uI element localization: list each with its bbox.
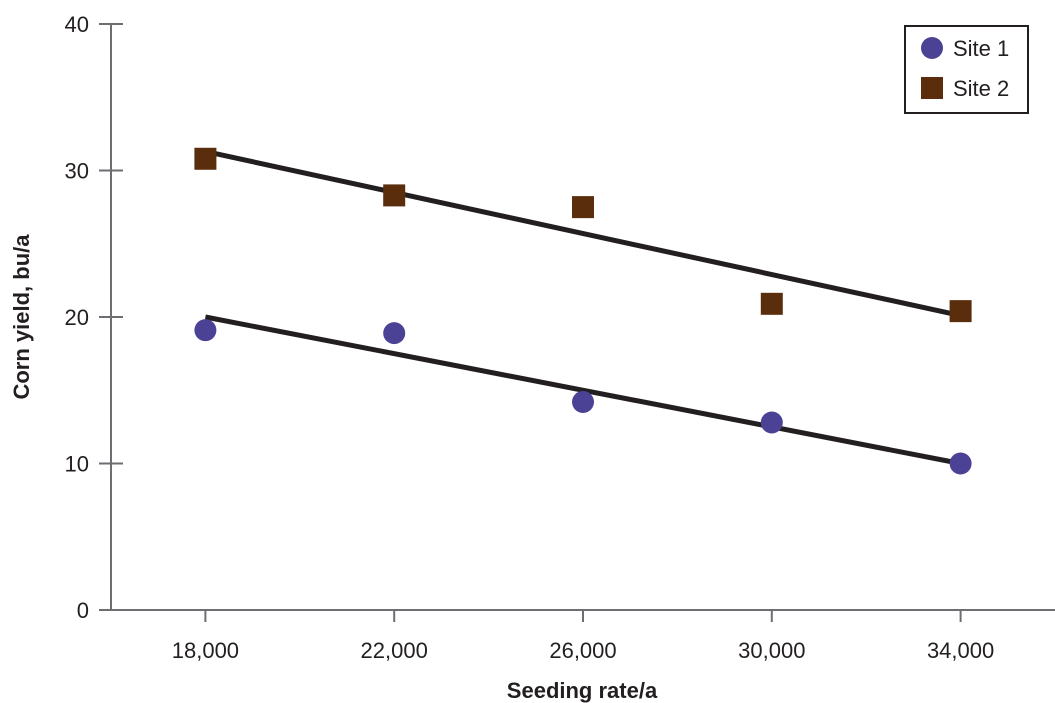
axes: 0 10 20 30 40 18,000 22,000 26,000 30,000 34,000 xyxy=(65,12,1055,663)
trendline-site-1 xyxy=(204,314,962,466)
x-tick-label: 34,000 xyxy=(927,638,994,663)
y-axis-title: Corn yield, bu/a xyxy=(9,234,34,400)
point-site-1 xyxy=(760,411,783,434)
x-tick-label: 26,000 xyxy=(549,638,616,663)
data-markers xyxy=(194,147,972,475)
x-axis-title: Seeding rate/a xyxy=(507,678,658,703)
point-site-1 xyxy=(949,452,972,475)
y-tick-label: 20 xyxy=(65,305,89,330)
legend: Site 1 Site 2 xyxy=(904,25,1029,114)
point-site-1 xyxy=(383,322,406,345)
y-tick-label: 10 xyxy=(65,452,89,477)
x-tick-label: 22,000 xyxy=(361,638,428,663)
x-tick-label: 18,000 xyxy=(172,638,239,663)
x-tick-label: 30,000 xyxy=(738,638,805,663)
point-site-2 xyxy=(194,147,217,170)
point-site-2 xyxy=(383,184,406,207)
legend-marker-site-1 xyxy=(921,37,943,59)
trendlines xyxy=(204,149,962,466)
point-site-1 xyxy=(572,390,594,413)
point-site-1 xyxy=(194,319,217,342)
legend-label-site-2: Site 2 xyxy=(953,76,1009,101)
y-tick-label: 0 xyxy=(77,598,89,623)
point-site-2 xyxy=(572,196,594,219)
point-site-2 xyxy=(949,300,972,323)
legend-marker-site-2 xyxy=(921,77,943,99)
y-tick-label: 30 xyxy=(65,159,89,184)
trendline-site-2 xyxy=(204,149,962,318)
y-tick-label: 40 xyxy=(65,12,89,37)
legend-label-site-1: Site 1 xyxy=(953,36,1009,61)
point-site-2 xyxy=(760,292,783,315)
